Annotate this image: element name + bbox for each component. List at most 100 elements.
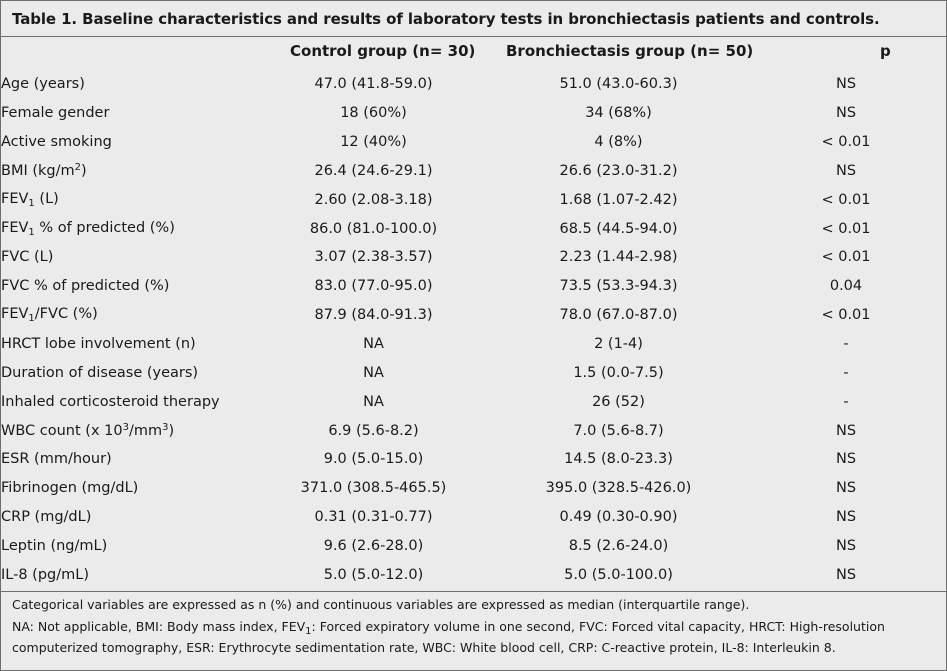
control-value: 26.4 (24.6-29.1) [314, 162, 433, 179]
row-label-label: Fibrinogen (mg/dL) [1, 480, 139, 497]
p-value: NS [835, 105, 857, 122]
row-label: HRCT lobe involvement (n) [1, 330, 256, 359]
bronchiectasis-value: 1.68 (1.07-2.42) [559, 191, 678, 208]
table-row: FEV1 % of predicted (%) 86.0 (81.0-100.0)… [1, 214, 946, 243]
p-value: - [843, 393, 849, 410]
row-label-label: Duration of disease (years) [1, 364, 199, 381]
table-row: Fibrinogen (mg/dL) 371.0 (308.5-465.5) 395… [1, 474, 946, 503]
footnote-2-subscript: 1 [305, 626, 312, 637]
p-value: 0.04 [829, 278, 863, 295]
p-value: NS [835, 509, 857, 526]
control-value: 47.0 (41.8-59.0) [314, 76, 433, 93]
control-value: 5.0 (5.0-12.0) [323, 566, 424, 583]
row-label: FVC (L) [1, 243, 256, 272]
bronchiectasis-value: 0.49 (0.30-0.90) [559, 509, 678, 526]
row-label-label-mid: /mm [128, 423, 163, 440]
row-label-label: Leptin (ng/mL) [1, 537, 108, 554]
control-value: 2.60 (2.08-3.18) [314, 191, 433, 208]
table-title: Table 1. Baseline characteristics and re… [12, 10, 880, 28]
column-header-control: Control group (n= 30) [290, 42, 476, 60]
p-value: < 0.01 [821, 249, 871, 266]
control-value: 9.0 (5.0-15.0) [323, 451, 424, 468]
row-label-label-sup: 2 [74, 162, 81, 174]
table-row: Duration of disease (years) NA 1.5 (0.0-7.… [1, 358, 946, 387]
table-row: Leptin (ng/mL) 9.6 (2.6-28.0) 8.5 (2.6-24.… [1, 532, 946, 561]
row-label: Age (years) [1, 70, 256, 99]
row-label-label-sub: 1 [28, 197, 35, 209]
row-label-label: FEV [1, 306, 29, 323]
control-value: 87.9 (84.0-91.3) [314, 307, 433, 324]
row-label-label: FEV [1, 190, 29, 207]
p-value: NS [835, 76, 857, 93]
row-label: Female gender [1, 99, 256, 128]
bronchiectasis-value: 5.0 (5.0-100.0) [564, 566, 673, 583]
row-label-label-after: ) [81, 163, 87, 180]
row-label: FEV1 % of predicted (%) [1, 214, 256, 243]
row-label: BMI (kg/m2) [1, 157, 256, 186]
row-label: Active smoking [1, 128, 256, 157]
table-row: FEV1 (L) 2.60 (2.08-3.18) 1.68 (1.07-2.42)… [1, 185, 946, 214]
row-label-label: IL-8 (pg/mL) [1, 566, 89, 583]
row-label-label: HRCT lobe involvement (n) [1, 336, 196, 353]
p-value: < 0.01 [821, 134, 871, 151]
row-label-label: Inhaled corticosteroid therapy [1, 393, 220, 410]
row-label: ESR (mm/hour) [1, 445, 256, 474]
bronchiectasis-value: 395.0 (328.5-426.0) [545, 480, 692, 497]
footnote-2: NA: Not applicable, BMI: Body mass index… [12, 616, 885, 642]
p-value: NS [835, 566, 857, 583]
bronchiectasis-value: 34 (68%) [585, 105, 652, 122]
bronchiectasis-value: 14.5 (8.0-23.3) [564, 451, 673, 468]
footnote-2-part-b: : Forced expiratory volume in one second… [311, 619, 885, 634]
row-label-label-after: % of predicted (%) [34, 219, 175, 236]
bronchiectasis-value: 4 (8%) [594, 134, 643, 151]
control-value: 371.0 (308.5-465.5) [300, 480, 447, 497]
row-label-label-after: /FVC (%) [34, 306, 98, 323]
row-label-label: Female gender [1, 105, 110, 122]
row-label: CRP (mg/dL) [1, 503, 256, 532]
row-label: IL-8 (pg/mL) [1, 560, 256, 589]
footer-divider [1, 591, 946, 592]
row-label: Inhaled corticosteroid therapy [1, 387, 256, 416]
bronchiectasis-value: 8.5 (2.6-24.0) [568, 537, 669, 554]
table-row: HRCT lobe involvement (n) NA 2 (1-4) - [1, 330, 946, 359]
table-row: FEV1/FVC (%) 87.9 (84.0-91.3) 78.0 (67.0-8… [1, 301, 946, 330]
row-label-label-sub: 1 [28, 226, 35, 238]
bronchiectasis-value: 68.5 (44.5-94.0) [559, 220, 678, 237]
row-label-label: WBC count (x 10 [1, 423, 123, 440]
row-label: FEV1/FVC (%) [1, 301, 256, 330]
row-label-label: BMI (kg/m [1, 163, 75, 180]
bronchiectasis-value: 7.0 (5.6-8.7) [573, 422, 664, 439]
bronchiectasis-value: 51.0 (43.0-60.3) [559, 76, 678, 93]
bronchiectasis-value: 2 (1-4) [594, 336, 643, 353]
column-header-bronchiectasis: Bronchiectasis group (n= 50) [506, 42, 754, 60]
row-label: Leptin (ng/mL) [1, 532, 256, 561]
table-row: BMI (kg/m2) 26.4 (24.6-29.1) 26.6 (23.0-31… [1, 157, 946, 186]
row-label-label: ESR (mm/hour) [1, 451, 112, 468]
header-divider [1, 36, 946, 37]
p-value: NS [835, 451, 857, 468]
control-value: 86.0 (81.0-100.0) [309, 220, 438, 237]
p-value: < 0.01 [821, 191, 871, 208]
control-value: NA [363, 393, 384, 410]
p-value: NS [835, 162, 857, 179]
row-label-label-after: ) [168, 423, 175, 440]
row-label: Duration of disease (years) [1, 358, 256, 387]
footnote-3: computerized tomography, ESR: Erythrocyt… [12, 640, 836, 655]
row-label-label: Age (years) [1, 76, 85, 93]
bronchiectasis-value: 2.23 (1.44-2.98) [559, 249, 678, 266]
footnote-1: Categorical variables are expressed as n… [12, 597, 750, 612]
p-value: < 0.01 [821, 220, 871, 237]
data-table: Age (years) 47.0 (41.8-59.0) 51.0 (43.0-60… [1, 70, 946, 589]
bronchiectasis-value: 26.6 (23.0-31.2) [559, 162, 678, 179]
control-value: 12 (40%) [340, 134, 407, 151]
row-label: FVC % of predicted (%) [1, 272, 256, 301]
control-value: 83.0 (77.0-95.0) [314, 278, 433, 295]
bronchiectasis-value: 26 (52) [592, 393, 645, 410]
row-label-label: FEV [1, 219, 29, 236]
table-row: FVC (L) 3.07 (2.38-3.57) 2.23 (1.44-2.98) <… [1, 243, 946, 272]
table-row: WBC count (x 103/mm3) 6.9 (5.6-8.2) 7.0 (5… [1, 416, 946, 445]
table-row: FVC % of predicted (%) 83.0 (77.0-95.0) 73… [1, 272, 946, 301]
control-value: NA [363, 336, 384, 353]
table-row: Age (years) 47.0 (41.8-59.0) 51.0 (43.0-60… [1, 70, 946, 99]
column-header-p: p [880, 42, 891, 60]
